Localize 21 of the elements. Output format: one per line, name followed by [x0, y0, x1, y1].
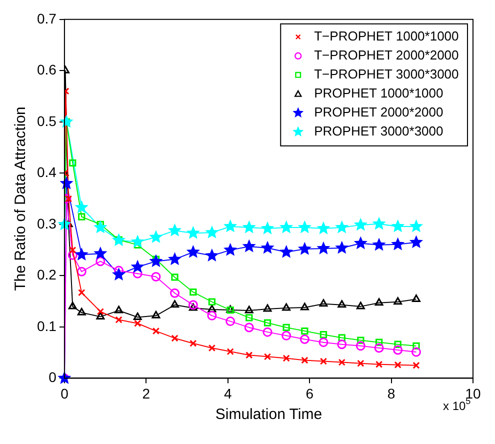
y-tick-label: 0.2	[36, 266, 57, 283]
x-tick-label: 2	[142, 385, 150, 402]
y-tick-label: 0.7	[36, 10, 57, 26]
x-tick-label: 0	[60, 385, 69, 402]
y-tick-label: 0.5	[36, 112, 57, 129]
x-tick-label: 8	[387, 385, 396, 402]
legend-label: PROPHET 1000*1000	[314, 85, 444, 100]
y-tick-label: 0.1	[36, 318, 57, 334]
x-tick-label: 6	[306, 385, 314, 402]
legend-label: T−PROPHET 2000*2000	[314, 47, 459, 62]
y-axis-title: The Ratio of Data Attraction	[12, 106, 30, 291]
y-tick-label: 0.6	[36, 62, 57, 78]
legend-label: T−PROPHET 3000*3000	[314, 66, 459, 82]
legend-label: PROPHET 3000*3000	[314, 123, 444, 138]
x-tick-label: 4	[224, 385, 232, 402]
y-tick-label: 0.3	[36, 215, 57, 232]
legend-label: PROPHET 2000*2000	[314, 104, 444, 120]
legend-label: T−PROPHET 1000*1000	[314, 28, 459, 44]
x-axis-title: Simulation Time	[215, 406, 322, 424]
y-tick-label: 0	[48, 369, 57, 386]
y-tick-label: 0.4	[36, 164, 57, 180]
